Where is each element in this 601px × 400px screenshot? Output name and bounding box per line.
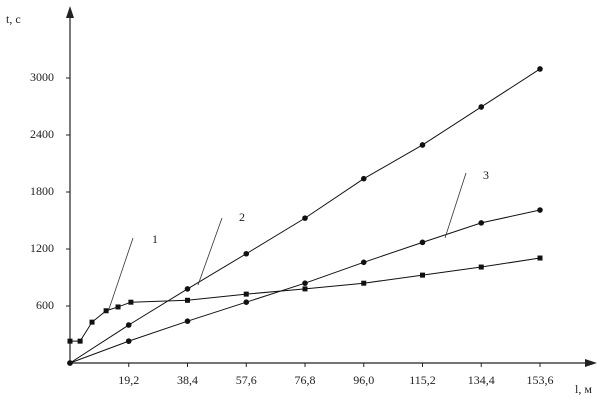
x-tick-label: 38,4 (177, 373, 198, 387)
y-tick-label: 1200 (30, 241, 54, 255)
point (361, 280, 367, 286)
point (537, 207, 543, 213)
point (478, 220, 485, 226)
point (115, 304, 121, 310)
point (128, 299, 134, 305)
point (67, 360, 73, 366)
point (537, 255, 543, 261)
point (125, 338, 132, 344)
point (302, 280, 308, 287)
x-tick-label: 134,4 (468, 373, 495, 387)
x-tick-label: 57,6 (236, 373, 257, 387)
point (302, 215, 308, 221)
annotation: 3 (483, 168, 489, 182)
point (184, 286, 191, 292)
annotation-leader (197, 217, 223, 286)
x-tick-label: 19,2 (118, 373, 139, 387)
annotation-leader (444, 172, 467, 239)
point (89, 319, 95, 325)
series-line (70, 257, 541, 342)
point (302, 286, 308, 292)
point (67, 338, 73, 344)
point (478, 104, 485, 110)
point (419, 142, 426, 148)
point (360, 175, 367, 182)
point (243, 299, 250, 306)
y-tick-label: 1800 (30, 184, 54, 198)
point (125, 322, 132, 328)
x-axis-label: l, м (575, 382, 592, 396)
x-tick-label: 76,8 (295, 373, 316, 387)
y-axis-label: t, c (6, 12, 21, 26)
y-axis-arrow (66, 6, 74, 18)
y-tick-label: 600 (36, 298, 54, 312)
point (184, 318, 191, 325)
y-tick-label: 3000 (30, 70, 54, 84)
point (77, 338, 83, 344)
x-tick-label: 96,0 (353, 373, 374, 387)
x-tick-label: 153,6 (527, 373, 554, 387)
y-tick-label: 2400 (30, 127, 54, 141)
annotation-leader (107, 237, 134, 313)
point (419, 239, 426, 246)
point (360, 259, 367, 266)
point (243, 291, 249, 297)
annotation: 2 (239, 210, 245, 224)
point (185, 297, 190, 303)
annotation: 1 (152, 232, 158, 246)
point (103, 308, 109, 314)
x-tick-label: 115,2 (409, 373, 436, 387)
point (420, 272, 425, 278)
point (478, 264, 484, 270)
point (243, 250, 250, 257)
x-axis-arrow (585, 359, 597, 367)
point (537, 66, 543, 72)
